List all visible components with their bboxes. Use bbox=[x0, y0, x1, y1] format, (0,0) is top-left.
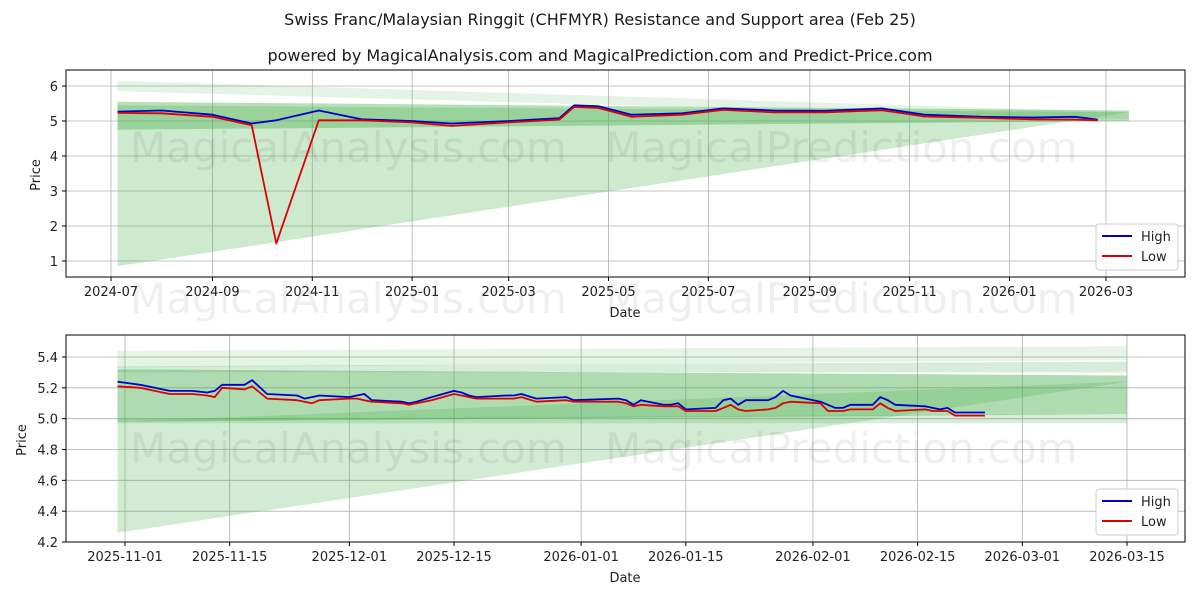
bottom-y-label: Price bbox=[15, 424, 30, 456]
x-tick-label: 2024-09 bbox=[185, 285, 239, 300]
y-tick-label: 4.6 bbox=[37, 474, 58, 489]
y-tick-label: 4.2 bbox=[37, 536, 58, 551]
y-tick-label: 5.0 bbox=[37, 413, 58, 428]
watermark: MagicalAnalysis.com bbox=[130, 424, 567, 473]
bottom-chart: MagicalAnalysis.com MagicalPrediction.co… bbox=[15, 334, 1186, 586]
x-tick-label: 2026-01-01 bbox=[543, 550, 619, 565]
outer-light-band bbox=[117, 346, 1127, 368]
top-axes-frame bbox=[65, 69, 1186, 278]
y-tick-label: 5.2 bbox=[37, 382, 58, 397]
top-chart: MagicalAnalysis.com MagicalPrediction.co… bbox=[29, 69, 1186, 323]
x-tick-label: 2025-12-01 bbox=[312, 550, 388, 565]
x-tick-label: 2025-12-15 bbox=[416, 550, 492, 565]
top-lines bbox=[117, 104, 1098, 245]
x-tick-label: 2026-03-15 bbox=[1089, 550, 1165, 565]
x-tick-label: 2025-11-15 bbox=[192, 550, 268, 565]
watermark: MagicalAnalysis.com bbox=[130, 123, 567, 172]
y-tick-label: 4.4 bbox=[37, 505, 58, 520]
high-series-line bbox=[117, 379, 985, 414]
y-tick-label: 1 bbox=[50, 255, 58, 270]
bottom-grid bbox=[66, 335, 1185, 543]
x-tick-label: 2025-07 bbox=[681, 285, 735, 300]
x-tick-label: 2025-03 bbox=[482, 285, 536, 300]
chart-title: Swiss Franc/Malaysian Ringgit (CHFMYR) R… bbox=[284, 10, 916, 29]
y-tick-label: 6 bbox=[50, 80, 58, 95]
bottom-lines bbox=[117, 379, 985, 417]
x-tick-label: 2024-11 bbox=[285, 285, 339, 300]
x-tick-label: 2026-01 bbox=[982, 285, 1036, 300]
y-tick-label: 2 bbox=[50, 220, 58, 235]
watermark: MagicalPrediction.com bbox=[605, 274, 1078, 323]
dark-upper-band bbox=[117, 369, 1127, 404]
y-tick-label: 4.8 bbox=[37, 444, 58, 459]
x-tick-label: 2024-07 bbox=[84, 285, 138, 300]
chart-subtitle: powered by MagicalAnalysis.com and Magic… bbox=[267, 46, 933, 65]
x-tick-label: 2026-03 bbox=[1079, 285, 1133, 300]
x-tick-label: 2025-11 bbox=[882, 285, 936, 300]
bottom-axes-frame bbox=[65, 334, 1186, 543]
watermark: MagicalAnalysis.com bbox=[130, 274, 567, 323]
top-bands bbox=[117, 80, 1129, 267]
low-series-line bbox=[117, 385, 985, 417]
legend-low-label: Low bbox=[1141, 250, 1167, 265]
x-tick-label: 2025-11-01 bbox=[87, 550, 163, 565]
y-tick-label: 5 bbox=[50, 115, 58, 130]
top-grid bbox=[66, 70, 1185, 277]
bottom-ticks: 2025-11-01 2025-11-15 2025-12-01 2025-12-15… bbox=[37, 351, 1164, 565]
bottom-legend: High Low bbox=[1095, 488, 1179, 536]
top-y-label: Price bbox=[29, 159, 44, 191]
x-tick-label: 2025-01 bbox=[385, 285, 439, 300]
legend-high-label: High bbox=[1141, 495, 1171, 510]
mid-upper-band bbox=[117, 361, 1127, 373]
legend-low-label: Low bbox=[1141, 515, 1167, 530]
y-tick-label: 5.4 bbox=[37, 351, 58, 366]
bottom-x-label: Date bbox=[609, 571, 640, 586]
top-ticks: 2024-07 2024-09 2024-11 2025-01 2025-03 2025-… bbox=[50, 80, 1133, 300]
x-tick-label: 2026-03-01 bbox=[985, 550, 1061, 565]
low-series-line bbox=[117, 106, 1098, 245]
x-tick-label: 2025-09 bbox=[783, 285, 837, 300]
watermark: MagicalPrediction.com bbox=[605, 424, 1078, 473]
x-tick-label: 2026-02-01 bbox=[775, 550, 851, 565]
legend-high-label: High bbox=[1141, 230, 1171, 245]
top-legend: High Low bbox=[1095, 223, 1179, 271]
y-tick-label: 3 bbox=[50, 185, 58, 200]
high-series-line bbox=[117, 104, 1098, 125]
x-tick-label: 2025-05 bbox=[581, 285, 635, 300]
top-x-label: Date bbox=[609, 306, 640, 321]
support-wedge-band bbox=[117, 105, 1129, 267]
x-tick-label: 2026-02-15 bbox=[880, 550, 956, 565]
watermark: MagicalPrediction.com bbox=[605, 123, 1078, 172]
x-tick-label: 2026-01-15 bbox=[648, 550, 724, 565]
y-tick-label: 4 bbox=[50, 150, 58, 165]
lower-light-band bbox=[117, 414, 1127, 424]
support-wedge-band bbox=[117, 381, 1127, 533]
